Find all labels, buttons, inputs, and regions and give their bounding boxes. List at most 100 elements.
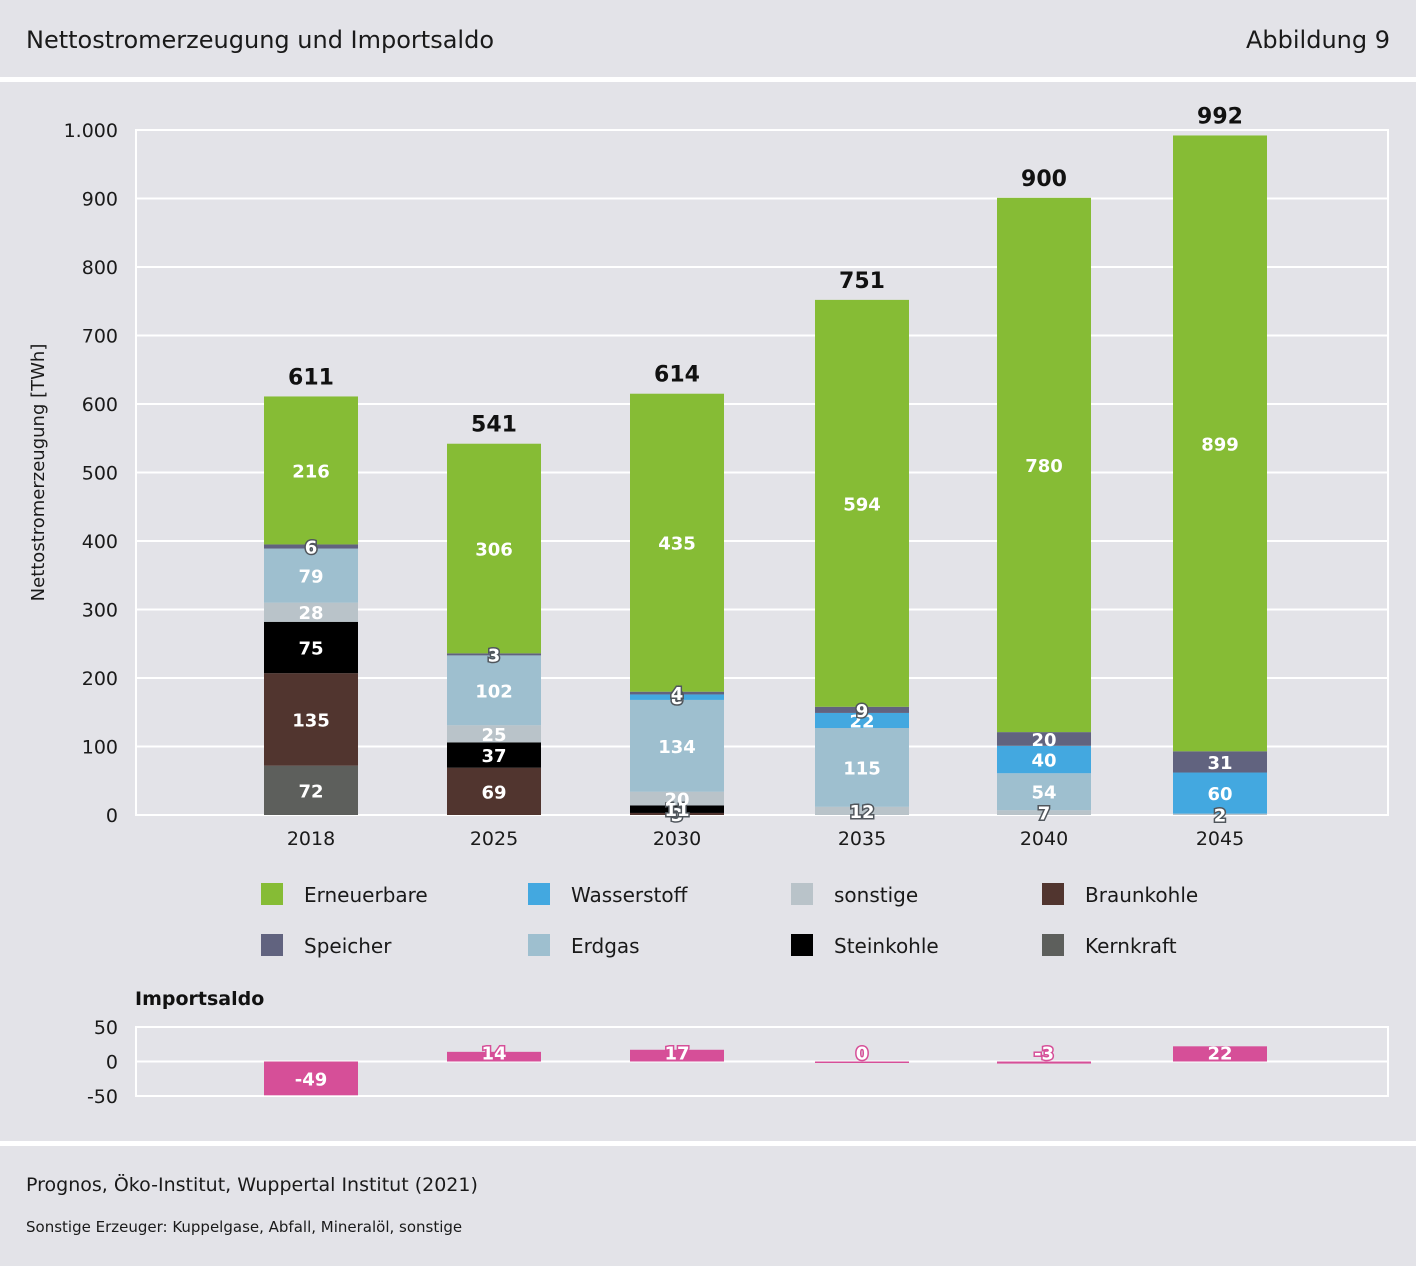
legend-label-steinkohle: Steinkohle	[834, 934, 939, 958]
legend-swatch-steinkohle	[791, 934, 813, 956]
legend-swatch-erdgas	[528, 934, 550, 956]
import-y-tick-label: 0	[106, 1052, 118, 1074]
y-tick-label: 200	[82, 668, 118, 690]
x-tick-label: 2040	[1020, 828, 1068, 850]
data-label-wasserstoff-2040: 40	[1031, 751, 1056, 772]
data-label-steinkohle-2018: 75	[298, 639, 323, 660]
bar-segment-speicher-2045	[1173, 751, 1267, 773]
data-label-erneuerbare-2018: 216	[292, 461, 330, 482]
x-tick-label: 2025	[470, 828, 518, 850]
import-bar-2040	[997, 1061, 1091, 1064]
bar-segment-erdgas-2035	[815, 728, 909, 807]
y-tick-label: 900	[82, 189, 118, 211]
bar-segment-erdgas-2040	[997, 773, 1091, 811]
import-label-2040: -3	[1034, 1044, 1054, 1065]
y-tick-label: 300	[82, 600, 118, 622]
bar-segment-erneuerbare-2045	[1173, 135, 1267, 752]
data-label-sonstige-2025: 25	[481, 725, 506, 746]
data-label-speicher-2018: 6	[305, 537, 318, 558]
y-tick-label: 1.000	[64, 120, 118, 142]
bar-segment-speicher-2025	[447, 653, 541, 656]
bar-segment-erneuerbare-2025	[447, 443, 541, 654]
bar-segment-wasserstoff-2030	[630, 694, 724, 700]
data-label-erdgas-2018: 79	[298, 567, 323, 588]
y-tick-label: 800	[82, 257, 118, 279]
y-tick-label: 700	[82, 326, 118, 348]
figure-title: Nettostromerzeugung und Importsaldo	[26, 26, 494, 54]
bar-segment-erneuerbare-2035	[815, 299, 909, 707]
import-bar-2035	[815, 1061, 909, 1063]
legend-label-wasserstoff: Wasserstoff	[571, 883, 689, 907]
data-label-wasserstoff-2045: 60	[1207, 784, 1232, 805]
import-y-tick-label: 50	[94, 1017, 118, 1039]
legend-label-braunkohle: Braunkohle	[1085, 883, 1198, 907]
import-label-2018: -49	[295, 1069, 328, 1090]
source-note: Prognos, Öko-Institut, Wuppertal Institu…	[26, 1174, 478, 1196]
legend-label-erneuerbare: Erneuerbare	[304, 883, 428, 907]
y-tick-label: 600	[82, 394, 118, 416]
bar-segment-braunkohle-2025	[447, 767, 541, 815]
legend-label-speicher: Speicher	[304, 934, 392, 958]
data-label-sonstige-2035: 12	[849, 802, 874, 823]
bar-segment-erneuerbare-2030	[630, 393, 724, 692]
data-label-sonstige-2040: 7	[1038, 804, 1051, 825]
bar-segment-speicher-2035	[815, 706, 909, 713]
legend-swatch-speicher	[261, 934, 283, 956]
x-tick-label: 2035	[838, 828, 886, 850]
import-label-2025: 14	[481, 1044, 506, 1065]
data-label-wasserstoff-2030: 8	[671, 688, 684, 709]
data-label-erneuerbare-2045: 899	[1201, 434, 1239, 455]
data-label-erdgas-2040: 54	[1031, 783, 1056, 804]
data-label-erneuerbare-2040: 780	[1025, 456, 1063, 477]
import-y-tick-label: -50	[87, 1086, 118, 1108]
y-axis-label: Nettostromerzeugung [TWh]	[28, 344, 49, 602]
data-label-sonstige-2030: 20	[664, 790, 689, 811]
bar-segment-sonstige-2045	[1173, 813, 1267, 815]
bar-segment-sonstige-2018	[264, 602, 358, 622]
total-label-2035: 751	[839, 269, 885, 294]
legend-swatch-erneuerbare	[261, 883, 283, 905]
data-label-speicher-2025: 3	[488, 645, 501, 666]
bar-segment-wasserstoff-2045	[1173, 772, 1267, 814]
bar-segment-speicher-2018	[264, 544, 358, 549]
legend-label-sonstige: sonstige	[834, 883, 918, 907]
bar-segment-speicher-2040	[997, 732, 1091, 746]
data-label-erdgas-2035: 115	[843, 758, 881, 779]
bar-segment-braunkohle-2030	[630, 812, 724, 815]
x-tick-label: 2018	[287, 828, 335, 850]
data-label-erneuerbare-2030: 435	[658, 534, 696, 555]
total-label-2040: 900	[1021, 167, 1067, 192]
bottom-divider	[0, 1141, 1416, 1146]
data-label-speicher-2045: 31	[1207, 753, 1232, 774]
import-label-2045: 22	[1207, 1044, 1232, 1065]
bar-segment-steinkohle-2030	[630, 805, 724, 813]
data-label-kernkraft-2018: 72	[298, 781, 323, 802]
data-label-erneuerbare-2035: 594	[843, 494, 881, 515]
data-label-erdgas-2025: 102	[475, 681, 513, 702]
data-label-speicher-2030: 4	[671, 684, 684, 705]
bar-segment-wasserstoff-2035	[815, 712, 909, 729]
x-tick-label: 2045	[1196, 828, 1244, 850]
data-label-erneuerbare-2025: 306	[475, 540, 513, 561]
bar-segment-steinkohle-2025	[447, 742, 541, 768]
top-divider	[0, 77, 1416, 82]
data-label-wasserstoff-2035: 22	[849, 711, 874, 732]
bar-segment-erneuerbare-2018	[264, 396, 358, 545]
legend-swatch-sonstige	[791, 883, 813, 905]
bar-segment-speicher-2030	[630, 691, 724, 695]
x-tick-label: 2030	[653, 828, 701, 850]
data-label-steinkohle-2030: 11	[664, 800, 689, 821]
bar-segment-wasserstoff-2040	[997, 745, 1091, 774]
legend-swatch-braunkohle	[1042, 883, 1064, 905]
total-label-2018: 611	[288, 365, 334, 390]
bar-segment-erdgas-2025	[447, 655, 541, 726]
legend-swatch-kernkraft	[1042, 934, 1064, 956]
bar-segment-sonstige-2025	[447, 725, 541, 743]
data-label-speicher-2035: 9	[856, 701, 869, 722]
total-label-2030: 614	[654, 363, 700, 388]
data-label-braunkohle-2025: 69	[481, 782, 506, 803]
data-label-speicher-2040: 20	[1031, 730, 1056, 751]
chart-canvas: 01002003004005006007008009001.000Nettost…	[28, 104, 1389, 1108]
y-tick-label: 0	[106, 805, 118, 827]
bar-segment-kernkraft-2018	[264, 765, 358, 815]
